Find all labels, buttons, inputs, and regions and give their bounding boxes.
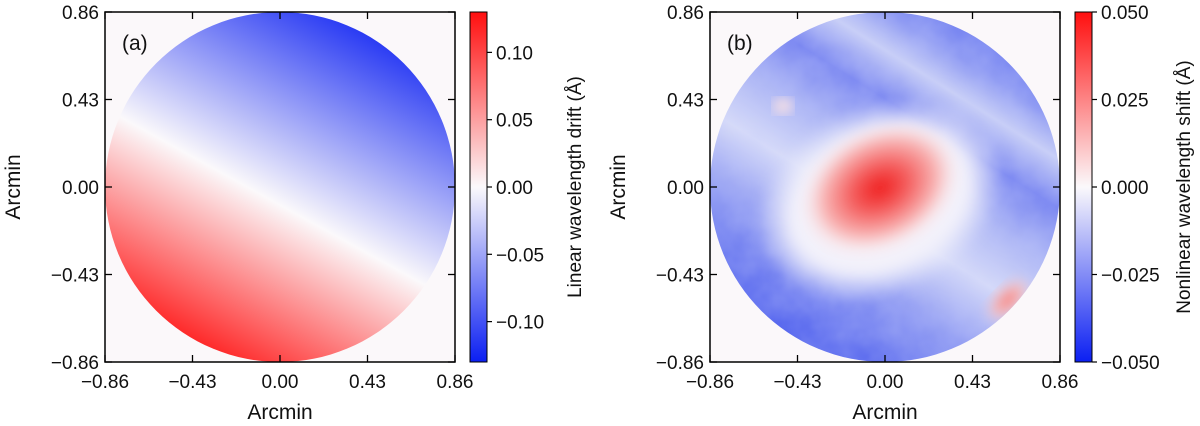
panel-b-xtick-label: −0.43 <box>773 372 821 393</box>
panel-a-ytick-label: 0.43 <box>62 91 99 112</box>
panel-b-cbar-tick-label: 0.000 <box>1101 178 1149 199</box>
panel-a-colorbar-label: Linear wavelength drift (Å) <box>565 76 586 298</box>
panel-a-xtick-label: 0.86 <box>437 372 474 393</box>
panel-b-colorbar <box>1074 11 1093 363</box>
panel-b-xlabel: Arcmin <box>852 401 917 424</box>
panel-b-cbar-tick-label: −0.025 <box>1101 266 1160 287</box>
panel-b-ytick-label: −0.43 <box>656 266 704 287</box>
panel-b-ytick-label: 0.43 <box>667 91 704 112</box>
panel-b-heatmap <box>710 12 1060 362</box>
panel-b-ytick-label: 0.86 <box>667 3 704 24</box>
panel-a-cbar-tick-label: −0.10 <box>496 313 544 334</box>
panel-a-ytick-label: −0.86 <box>51 353 99 374</box>
panel-a-xticks: −0.86 −0.43 0.00 0.43 0.86 <box>81 12 474 393</box>
panel-b-xtick-label: 0.00 <box>867 372 904 393</box>
panel-a-yticks: 0.86 0.43 0.00 −0.43 −0.86 <box>51 3 455 374</box>
panel-b-ylabel: Arcmin <box>607 154 630 219</box>
panel-b-cbar-tick-label: 0.025 <box>1101 91 1149 112</box>
panel-a-xtick-label: 0.43 <box>349 372 386 393</box>
panel-b-xtick-label: 0.43 <box>954 372 991 393</box>
panel-a-cbar-tick-label: 0.00 <box>496 178 533 199</box>
panel-a-ylabel: Arcmin <box>2 154 25 219</box>
panel-b-ytick-label: 0.00 <box>667 178 704 199</box>
panel-a: (a) −0.86 −0.43 0.00 0.43 0.86 0.860.430.00−… <box>2 3 586 424</box>
panel-b-label: (b) <box>727 32 753 55</box>
panel-b-cbar-tick-label: 0.050 <box>1101 3 1149 24</box>
panel-a-label: (a) <box>122 32 148 55</box>
panel-b-positive-core <box>799 120 961 256</box>
panel-a-ytick-label: 0.00 <box>62 178 99 199</box>
panel-b-ytick-label: −0.86 <box>656 353 704 374</box>
panel-a-cbar-tick-label: 0.05 <box>496 111 533 132</box>
panel-b-xtick-label: 0.86 <box>1042 372 1079 393</box>
panel-a-colorbar <box>469 11 488 363</box>
panel-b-small-spot <box>773 98 793 114</box>
panel-a-ytick-label: −0.43 <box>51 266 99 287</box>
panel-a-xtick-label: −0.86 <box>81 372 129 393</box>
panel-b-positive-edge <box>985 277 1031 323</box>
panel-b-colorbar-ticks: 0.050 0.025 0.000 −0.025 −0.050 <box>1092 3 1160 374</box>
panel-b: (b) −0.86 −0.43 0.00 0.43 0.86 0.860.430.00−… <box>607 3 1195 424</box>
panel-a-heatmap-gradient <box>105 12 455 362</box>
panel-a-ytick-label: 0.86 <box>62 3 99 24</box>
panel-b-colorbar-label: Nonlinear wavelength shift (Å) <box>1174 60 1195 313</box>
panel-a-xtick-label: −0.43 <box>168 372 216 393</box>
panel-a-cbar-tick-label: 0.10 <box>496 43 533 64</box>
panel-a-xlabel: Arcmin <box>247 401 312 424</box>
panel-a-colorbar-ticks: 0.10 0.05 0.00 −0.05 −0.10 <box>487 43 544 334</box>
panel-b-cbar-tick-label: −0.050 <box>1101 353 1160 374</box>
panel-b-xticks: −0.86 −0.43 0.00 0.43 0.86 <box>686 12 1079 393</box>
panel-a-xtick-label: 0.00 <box>262 372 299 393</box>
panel-b-yticks: 0.86 0.43 0.00 −0.43 −0.86 <box>656 3 1060 374</box>
panel-b-xtick-label: −0.86 <box>686 372 734 393</box>
panel-a-cbar-tick-label: −0.05 <box>496 245 544 266</box>
